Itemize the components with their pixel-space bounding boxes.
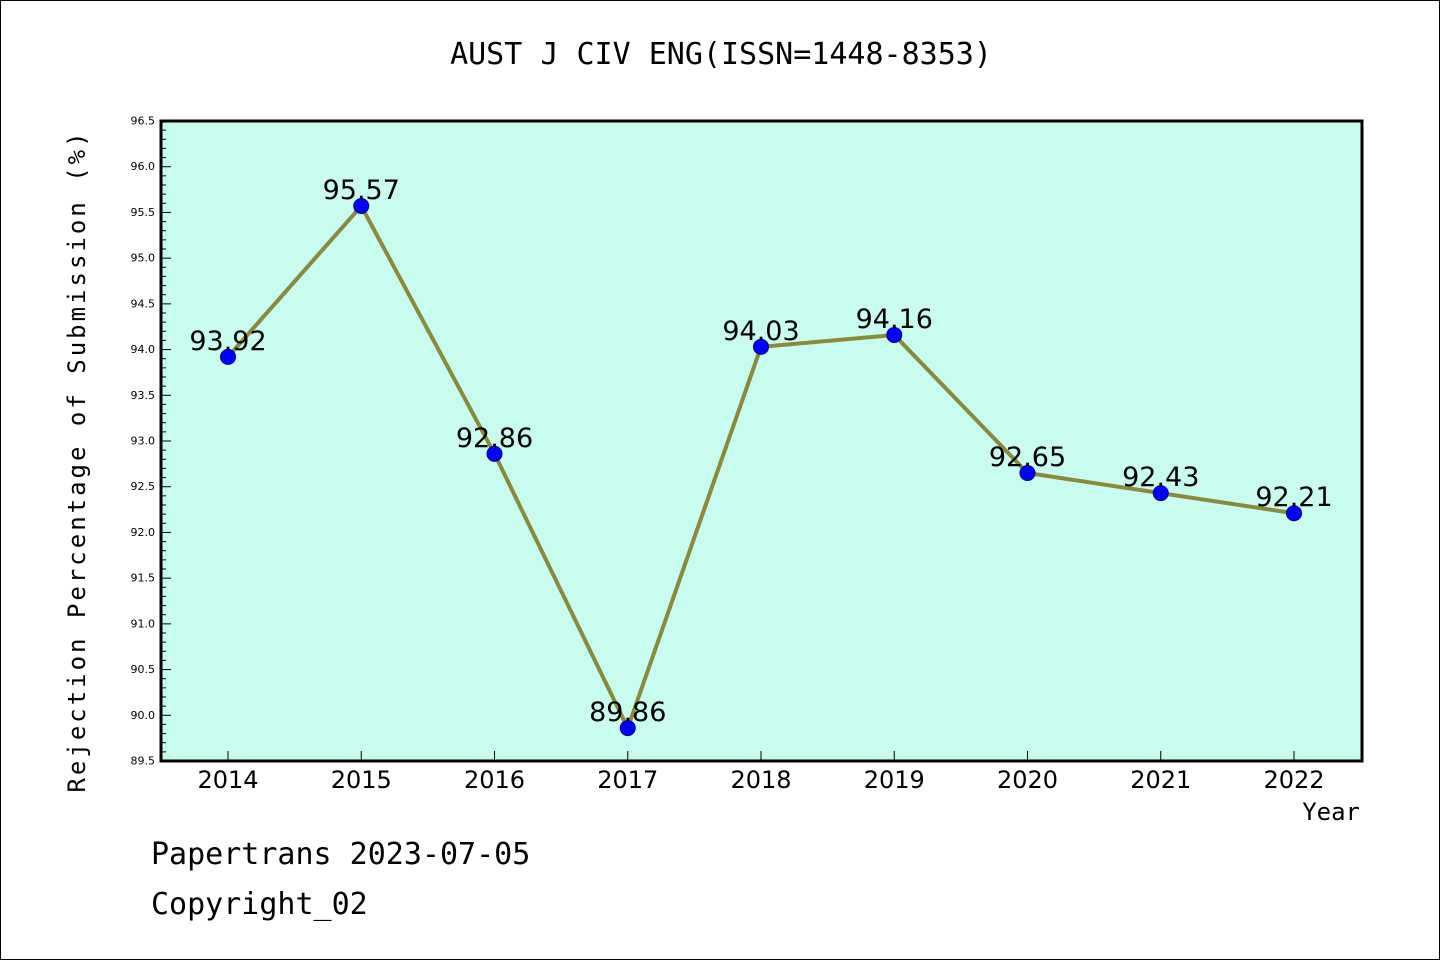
- data-point: [1286, 505, 1302, 522]
- data-label: 92.21: [1255, 482, 1332, 513]
- y-tick-label: 94.5: [131, 297, 156, 310]
- data-label: 92.86: [456, 423, 533, 454]
- y-tick-label: 90.5: [131, 663, 156, 676]
- y-tick-label: 91.0: [131, 617, 156, 630]
- y-tick-label: 90.0: [131, 709, 156, 722]
- data-label: 89.86: [589, 697, 666, 728]
- x-tick-label: 2017: [597, 766, 658, 794]
- y-axis: 89.5 90.0 90.5 91.0 91.5 92.0 92.5 93.0 93.5 94.0…: [131, 115, 171, 768]
- y-tick-label: 95.0: [131, 252, 156, 265]
- y-tick-label: 92.5: [131, 480, 156, 493]
- x-tick-label: 2014: [197, 766, 258, 794]
- data-point: [619, 720, 636, 737]
- footer-copyright: Copyright_02: [151, 887, 368, 922]
- plot-area: [159, 119, 1364, 763]
- x-tick-label: 2020: [997, 766, 1058, 794]
- data-label: 92.43: [1122, 462, 1199, 493]
- y-tick-label: 96.0: [131, 160, 156, 173]
- chart-title: AUST J CIV ENG(ISSN=1448-8353): [450, 37, 992, 72]
- series-layer: 93.92 95.57 92.86 89.86 94.03 94.16 92.65 92.43…: [189, 175, 1333, 737]
- data-point: [220, 348, 236, 365]
- data-point: [1152, 485, 1169, 502]
- data-point: [353, 198, 370, 215]
- x-tick-label: 2016: [464, 766, 525, 794]
- data-label: 95.57: [323, 175, 400, 206]
- y-tick-label: 89.5: [131, 755, 156, 768]
- data-point: [753, 338, 769, 355]
- x-tick-label: 2015: [331, 766, 392, 794]
- footer-source: Papertrans 2023-07-05: [151, 837, 531, 872]
- y-tick-label: 91.5: [131, 572, 156, 585]
- x-axis-title: Year: [1302, 798, 1360, 826]
- data-label: 93.92: [189, 326, 266, 357]
- y-tick-label: 94.0: [131, 343, 156, 356]
- data-point: [1019, 465, 1036, 481]
- y-tick-label: 93.5: [131, 389, 156, 402]
- data-point: [486, 445, 503, 462]
- x-tick-label: 2018: [730, 766, 791, 794]
- data-label: 94.16: [856, 304, 933, 335]
- x-tick-label: 2022: [1263, 766, 1324, 794]
- y-tick-label: 96.5: [131, 115, 156, 128]
- y-tick-label: 93.0: [131, 435, 156, 448]
- x-tick-label: 2019: [864, 766, 925, 794]
- data-label: 92.65: [989, 442, 1066, 473]
- x-tick-label: 2021: [1130, 766, 1191, 794]
- data-point: [886, 326, 903, 343]
- x-axis: 2014 2015 2016 2017 2018 2019 2020 2021 2022: [197, 751, 1325, 794]
- y-axis-title: Rejection Percentage of Submission (%): [63, 129, 91, 792]
- data-label: 94.03: [722, 316, 799, 347]
- y-tick-label: 92.0: [131, 526, 156, 539]
- y-tick-label: 95.5: [131, 206, 156, 219]
